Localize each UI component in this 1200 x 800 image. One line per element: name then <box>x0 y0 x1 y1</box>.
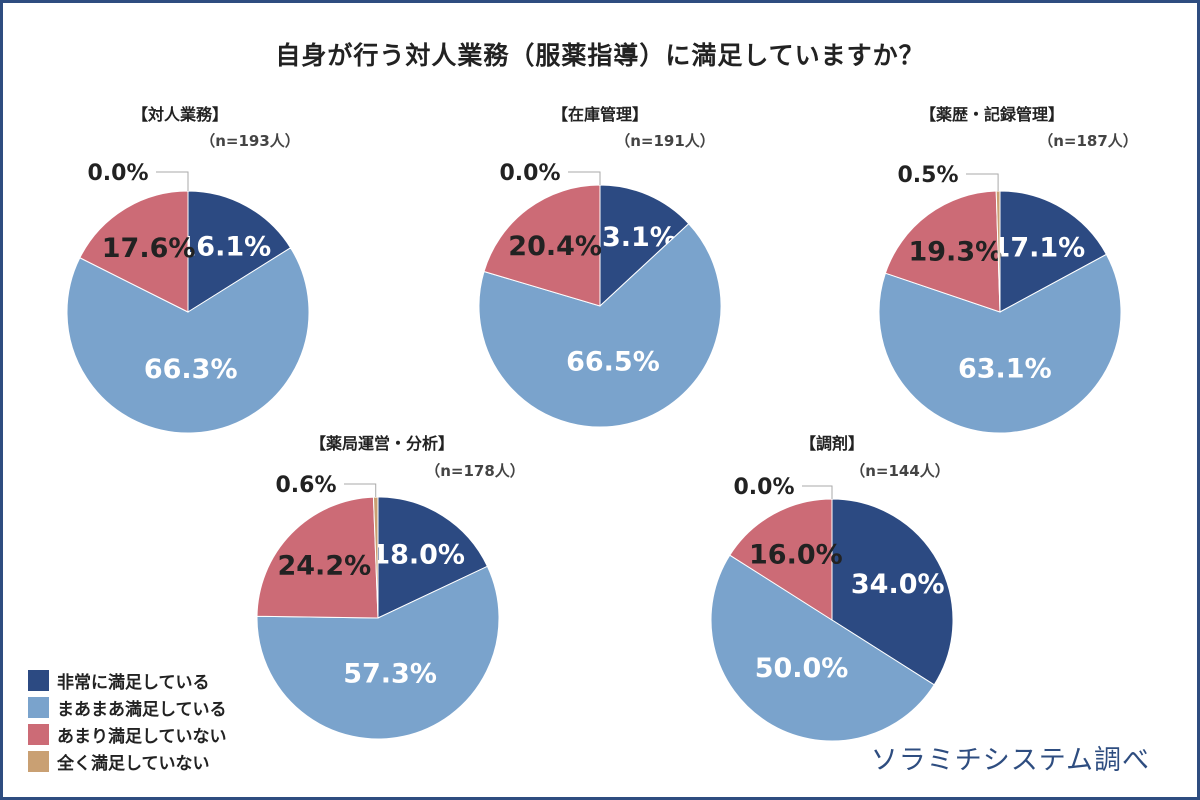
pie-slice <box>710 554 935 742</box>
pie-data-label: 19.3% <box>908 237 1002 268</box>
pie-data-label: 57.3% <box>343 659 437 690</box>
pie-data-label: 0.0% <box>733 475 794 500</box>
pie-title: 【在庫管理】 <box>552 105 648 124</box>
pie-slice <box>79 190 189 313</box>
pie-slice <box>256 496 379 619</box>
pie-chart: 【薬歴・記録管理】 （n=187人） 17.1% 63.1% 19.3% 0.5% <box>878 105 1138 434</box>
pie-chart: 【薬局運営・分析】 （n=178人） 18.0% 57.3% 24.2% 0.6% <box>256 434 525 740</box>
pie-chart: 【対人業務】 （n=193人） 16.1% 66.3% 17.6% 0.0% <box>66 105 310 434</box>
pie-slice <box>599 184 690 308</box>
leader-line <box>344 483 377 498</box>
leader-line <box>156 171 189 191</box>
pie-chart: 【調剤】 （n=144人） 34.0% 50.0% 16.0% 0.0% <box>710 434 954 742</box>
pie-slice <box>377 496 489 619</box>
pie-slice <box>187 190 292 313</box>
leader-line <box>802 485 833 499</box>
legend-item: あまり満足していない <box>28 721 278 747</box>
legend-swatch <box>28 669 49 691</box>
pie-chart: 【在庫管理】（n=191人）13.1%66.5%20.4%0.0% <box>478 105 722 428</box>
legend-label: まあまあ満足している <box>57 699 227 720</box>
leader-line <box>966 173 999 192</box>
pie-data-label: 18.0% <box>371 540 465 571</box>
pie-data-label: 34.0% <box>851 569 945 600</box>
pie-data-label: 0.0% <box>87 161 148 186</box>
legend-swatch <box>28 723 49 745</box>
pie-slice <box>729 498 833 621</box>
legend-item: 非常に満足している <box>28 667 278 693</box>
pie-data-label: 50.0% <box>755 653 849 684</box>
pie-data-label: 0.6% <box>275 473 336 498</box>
pie-data-label: 63.1% <box>958 354 1052 385</box>
legend-item: 全く満足していない <box>28 748 278 774</box>
legend-swatch <box>28 696 49 718</box>
pie-data-label: 0.0% <box>499 161 560 186</box>
pie-slice <box>478 223 722 428</box>
main-title: 自身が行う対人業務（服薬指導）に満足していますか？ <box>275 41 925 70</box>
pie-data-label: 16.0% <box>749 539 843 570</box>
legend-label: 非常に満足している <box>57 672 210 693</box>
pie-slice <box>878 253 1122 434</box>
pie-data-label: 16.1% <box>178 231 272 262</box>
pie-sample-size: （n=193人） <box>200 132 300 150</box>
pie-title: 【薬局運営・分析】 <box>310 434 454 453</box>
pie-title: 【薬歴・記録管理】 <box>920 105 1064 124</box>
pie-data-label: 0.5% <box>897 163 958 188</box>
pie-slice <box>884 190 1001 313</box>
pie-data-label: 66.5% <box>566 346 660 377</box>
pie-slice <box>372 496 379 619</box>
pie-data-label: 24.2% <box>277 551 371 582</box>
pie-data-label: 17.6% <box>102 233 196 264</box>
pie-sample-size: （n=144人） <box>850 462 950 480</box>
pie-data-label: 17.1% <box>992 233 1086 264</box>
pie-sample-size: （n=191人） <box>615 132 715 150</box>
pie-slice <box>831 498 954 686</box>
pie-data-label: 20.4% <box>508 231 602 262</box>
pie-slice <box>999 190 1108 313</box>
pie-slice <box>995 190 1001 313</box>
pie-sample-size: （n=178人） <box>425 462 525 480</box>
pie-sample-size: （n=187人） <box>1038 132 1138 150</box>
legend: 非常に満足している まあまあ満足している あまり満足していない 全く満足していない <box>28 667 278 775</box>
legend-item: まあまあ満足している <box>28 694 278 720</box>
pie-slice <box>483 184 601 307</box>
pie-data-label: 66.3% <box>144 354 238 385</box>
credit-text: ソラミチシステム調べ <box>870 745 1150 776</box>
legend-label: あまり満足していない <box>57 726 227 747</box>
legend-label: 全く満足していない <box>57 753 210 774</box>
legend-swatch <box>28 750 49 772</box>
pie-slice <box>256 565 500 740</box>
pie-title: 【対人業務】 <box>132 105 228 124</box>
pie-slice <box>66 247 310 434</box>
leader-line <box>568 171 601 185</box>
pie-title: 【調剤】 <box>800 434 864 453</box>
